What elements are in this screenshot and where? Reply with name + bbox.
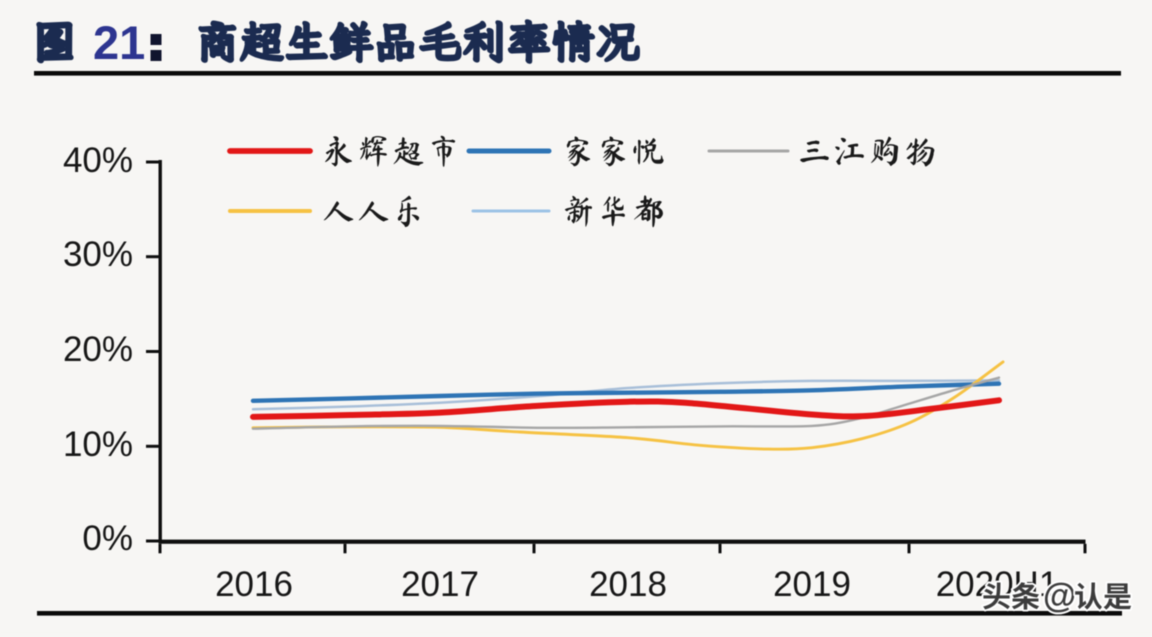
svg-text:2016: 2016 bbox=[215, 565, 293, 604]
svg-text:2017: 2017 bbox=[401, 565, 479, 604]
svg-text:21: 21 bbox=[93, 16, 145, 69]
svg-text:0%: 0% bbox=[82, 519, 133, 558]
svg-text:10%: 10% bbox=[63, 425, 133, 464]
svg-text:30%: 30% bbox=[63, 235, 133, 274]
svg-text:@: @ bbox=[1043, 577, 1076, 615]
svg-text:2019: 2019 bbox=[773, 565, 851, 604]
svg-text:2018: 2018 bbox=[589, 565, 667, 604]
svg-text:40%: 40% bbox=[63, 141, 133, 180]
svg-text:20%: 20% bbox=[63, 330, 133, 369]
